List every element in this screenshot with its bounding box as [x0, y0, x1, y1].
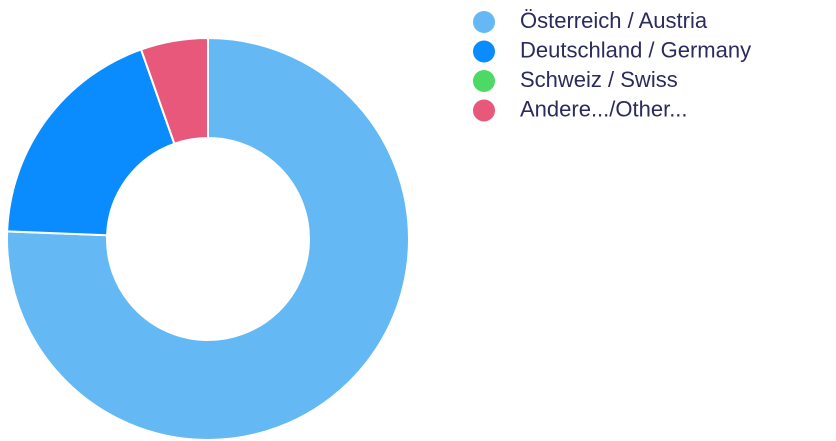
- legend-marker: [473, 99, 495, 122]
- legend-label: Schweiz / Swiss: [520, 67, 678, 92]
- donut-slice: [6, 36, 410, 441]
- legend-label: Österreich / Austria: [520, 8, 708, 33]
- legend-label: Deutschland / Germany: [520, 37, 751, 62]
- donut-slice: [6, 48, 176, 237]
- donut-slice: [139, 36, 209, 146]
- legend-marker: [473, 70, 495, 92]
- legend-label: Andere.../Other...: [520, 96, 688, 121]
- legend-marker: [473, 11, 495, 33]
- legend-marker: [473, 40, 495, 63]
